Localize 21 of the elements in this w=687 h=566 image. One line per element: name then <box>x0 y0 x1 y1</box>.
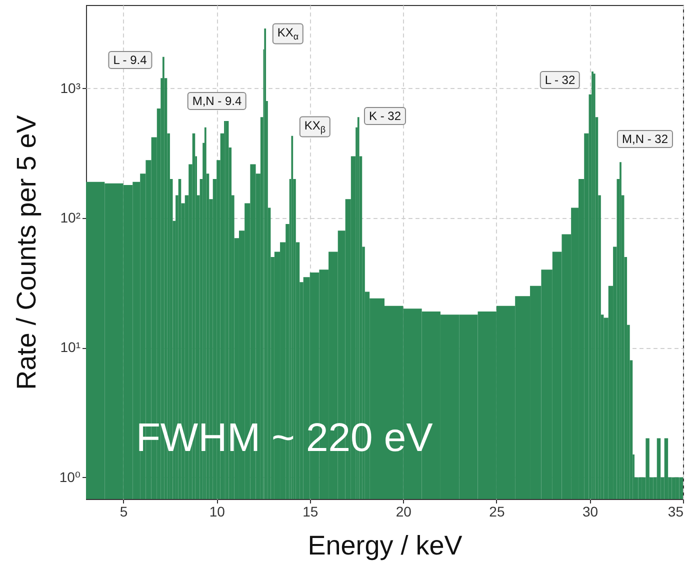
annotation: L - 9.4 <box>108 51 152 69</box>
y-tick-label: 10² <box>60 210 81 226</box>
annotation: FWHM ~ 220 eV <box>136 416 433 460</box>
x-tick-label: 5 <box>120 504 128 520</box>
y-tick-label: 10¹ <box>60 339 81 356</box>
x-tick-label: 25 <box>489 504 505 520</box>
annotation: M,N - 32 <box>616 130 674 148</box>
y-tick-label: 10³ <box>60 80 81 96</box>
annotation: M,N - 9.4 <box>187 92 247 110</box>
x-axis-title: Energy / keV <box>308 530 462 560</box>
annotation: KX$_{α}$ <box>272 23 304 45</box>
x-tick-label: 35 <box>668 504 684 520</box>
y-axis-title: Rate / Counts per 5 eV <box>11 115 42 390</box>
annotation: K - 32 <box>364 107 406 125</box>
annotation: L - 32 <box>540 71 580 89</box>
x-tick-label: 10 <box>209 504 226 520</box>
x-tick-label: 20 <box>396 504 412 520</box>
x-tick-label: 15 <box>302 504 318 520</box>
x-tick-label: 30 <box>582 504 598 520</box>
annotation: KX$_{β}$ <box>299 116 331 138</box>
y-tick-label: 10⁰ <box>59 468 81 485</box>
